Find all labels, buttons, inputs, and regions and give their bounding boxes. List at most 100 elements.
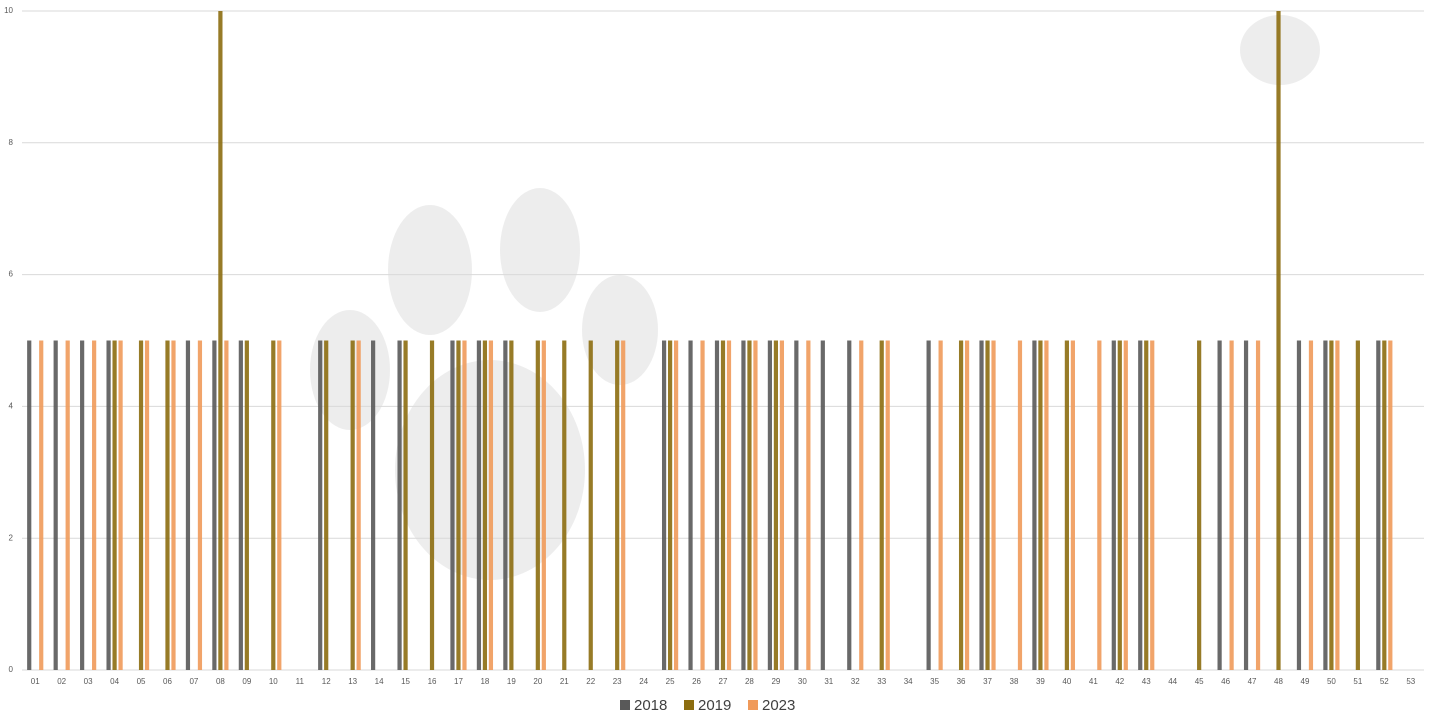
x-tick-label: 29 (771, 677, 780, 686)
bar (218, 11, 223, 670)
bar (482, 340, 488, 670)
bar (1388, 340, 1393, 670)
x-tick-label: 03 (84, 677, 93, 686)
bar (1138, 340, 1143, 670)
y-tick-label: 10 (4, 6, 13, 15)
bar (1382, 340, 1387, 670)
x-tick-label: 02 (57, 677, 66, 686)
x-tick-label: 15 (401, 677, 410, 686)
bar (1229, 340, 1234, 670)
bar (621, 340, 626, 670)
bar (1276, 11, 1281, 670)
bar (958, 340, 964, 670)
bar (350, 340, 355, 670)
bar (171, 340, 176, 670)
bar (779, 340, 785, 670)
bar (806, 340, 811, 670)
legend-label: 2019 (698, 697, 731, 714)
x-tick-label: 49 (1301, 677, 1310, 686)
x-tick-label: 45 (1195, 677, 1204, 686)
bar (1335, 340, 1340, 670)
x-tick-label: 27 (719, 677, 728, 686)
bar (27, 340, 32, 670)
bar (403, 340, 408, 670)
x-tick-label: 40 (1062, 677, 1071, 686)
x-tick-label: 14 (375, 677, 384, 686)
bar (773, 340, 779, 670)
x-tick-label: 50 (1327, 677, 1336, 686)
bar (847, 340, 852, 670)
bar (700, 340, 705, 670)
bar (1064, 340, 1069, 670)
bar (688, 340, 693, 670)
x-tick-label: 05 (137, 677, 146, 686)
bar (1308, 340, 1314, 670)
y-tick-label: 2 (9, 533, 14, 542)
bar (53, 340, 58, 670)
x-tick-label: 37 (983, 677, 992, 686)
bar (238, 340, 243, 670)
x-tick-label: 06 (163, 677, 172, 686)
x-tick-label: 47 (1248, 677, 1257, 686)
x-tick-label: 17 (454, 677, 463, 686)
bar (1243, 340, 1249, 670)
x-tick-label: 28 (745, 677, 754, 686)
bar (138, 340, 144, 670)
bar (985, 340, 990, 670)
bar (1197, 340, 1202, 670)
x-tick-label: 11 (296, 677, 305, 686)
x-tick-label: 30 (798, 677, 807, 686)
bar (224, 340, 229, 670)
x-tick-label: 09 (242, 677, 251, 686)
bar (741, 340, 746, 670)
bar (767, 340, 773, 670)
bar (462, 340, 467, 670)
bar (144, 340, 150, 670)
bar (667, 340, 673, 670)
y-tick-label: 6 (9, 270, 14, 279)
bar (277, 340, 282, 670)
bar (753, 340, 758, 670)
background-sketch (310, 15, 1320, 580)
x-tick-label: 39 (1036, 677, 1045, 686)
bar (1097, 340, 1102, 670)
x-tick-label: 42 (1115, 677, 1124, 686)
x-tick-label: 46 (1221, 677, 1230, 686)
bar (509, 340, 514, 670)
x-tick-label: 44 (1168, 677, 1177, 686)
bar (488, 340, 494, 670)
bar (456, 340, 461, 670)
bar (80, 340, 85, 670)
bar (318, 340, 323, 670)
bar (92, 340, 97, 670)
bar (450, 340, 455, 670)
bar (1329, 340, 1334, 670)
bar (1123, 340, 1128, 670)
x-tick-label: 10 (269, 677, 278, 686)
bar (1017, 340, 1023, 670)
bar (1150, 340, 1155, 670)
x-tick-label: 21 (560, 677, 569, 686)
x-tick-label: 34 (904, 677, 913, 686)
x-tick-label: 18 (480, 677, 489, 686)
bar (1355, 340, 1360, 670)
bar (926, 340, 931, 670)
x-tick-label: 33 (877, 677, 886, 686)
bar (615, 340, 620, 670)
x-tick-label: 26 (692, 677, 701, 686)
bar (714, 340, 720, 670)
x-tick-label: 41 (1089, 677, 1098, 686)
x-tick-label: 22 (586, 677, 595, 686)
bar (964, 340, 970, 670)
bar (1111, 340, 1116, 670)
bar (938, 340, 943, 670)
legend-label: 2023 (762, 697, 795, 714)
bar (185, 340, 191, 670)
bar (271, 340, 276, 670)
x-tick-label: 19 (507, 677, 516, 686)
bar (371, 340, 376, 670)
bar (661, 340, 667, 670)
bar (1217, 340, 1222, 670)
bar (197, 340, 203, 670)
